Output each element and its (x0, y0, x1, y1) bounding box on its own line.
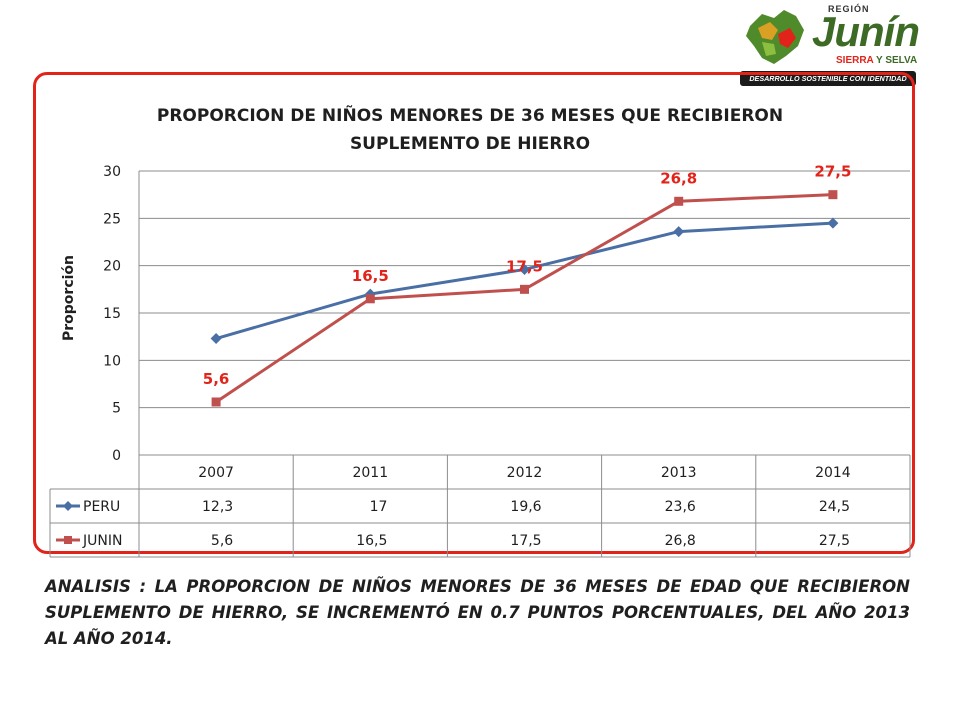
logo-tag-y: Y (876, 55, 883, 66)
logo-tag-selva: SELVA (885, 55, 918, 66)
table-cell-value: 19,6 (510, 499, 541, 515)
legend-label: JUNIN (82, 533, 122, 549)
table-cell-value: 17 (370, 499, 388, 515)
y-tick-label: 25 (103, 211, 121, 227)
logo-tagline: SIERRA Y SELVA (836, 55, 917, 66)
logo-region-text: REGIÓN (828, 4, 870, 14)
data-point-marker (210, 333, 222, 345)
data-label: 5,6 (203, 370, 230, 388)
data-point-marker (827, 217, 839, 229)
data-point-marker (520, 284, 529, 294)
table-cell-value: 27,5 (819, 533, 850, 549)
chart-title-line-1: PROPORCION DE NIÑOS MENORES DE 36 MESES … (156, 106, 784, 126)
legend-key-marker (64, 536, 72, 544)
table-cell-value: 12,3 (202, 499, 233, 515)
data-label: 16,5 (352, 267, 389, 285)
table-cell-value: 23,6 (665, 499, 696, 515)
table-cell-value: 17,5 (510, 533, 541, 549)
data-label: 17,5 (506, 257, 543, 275)
x-category-label: 2013 (661, 465, 697, 481)
y-tick-label: 10 (103, 353, 121, 369)
region-map-icon (746, 10, 804, 64)
x-category-label: 2007 (198, 465, 234, 481)
data-label: 27,5 (814, 163, 851, 181)
y-tick-label: 5 (112, 401, 121, 417)
chart-frame (33, 72, 915, 554)
chart-title: PROPORCION DE NIÑOS MENORES DE 36 MESES … (110, 102, 830, 158)
chart-title-line-2: SUPLEMENTO DE HIERRO (349, 134, 591, 154)
data-point-marker (211, 397, 221, 407)
y-tick-label: 20 (103, 259, 121, 275)
data-point-marker (674, 196, 684, 206)
legend-key-marker (63, 501, 73, 511)
data-point-marker (519, 263, 530, 275)
data-label: 26,8 (660, 169, 697, 187)
series-line (215, 221, 833, 341)
table-cell-value: 24,5 (819, 499, 850, 515)
y-tick-label: 15 (103, 306, 121, 322)
region-junin-logo: REGIÓN Junín SIERRA Y SELVA DESARROLLO S… (740, 4, 920, 88)
series-line (215, 193, 833, 404)
data-point-marker (828, 190, 838, 200)
y-tick-label: 30 (103, 164, 121, 180)
y-tick-label: 0 (112, 448, 121, 464)
data-point-marker (673, 226, 685, 238)
x-category-label: 2012 (507, 465, 543, 481)
x-category-label: 2014 (815, 465, 851, 481)
analysis-text: ANALISIS : LA PROPORCION DE NIÑOS MENORE… (45, 577, 910, 648)
legend-label: PERU (83, 499, 120, 515)
data-point-marker (365, 294, 375, 304)
logo-name-text: Junín (812, 8, 920, 55)
logo-tag-sierra: SIERRA (836, 55, 874, 66)
table-cell-value: 5,6 (211, 533, 233, 549)
x-category-label: 2011 (352, 465, 388, 481)
table-cell-value: 16,5 (356, 533, 387, 549)
table-cell-value: 26,8 (665, 533, 696, 549)
